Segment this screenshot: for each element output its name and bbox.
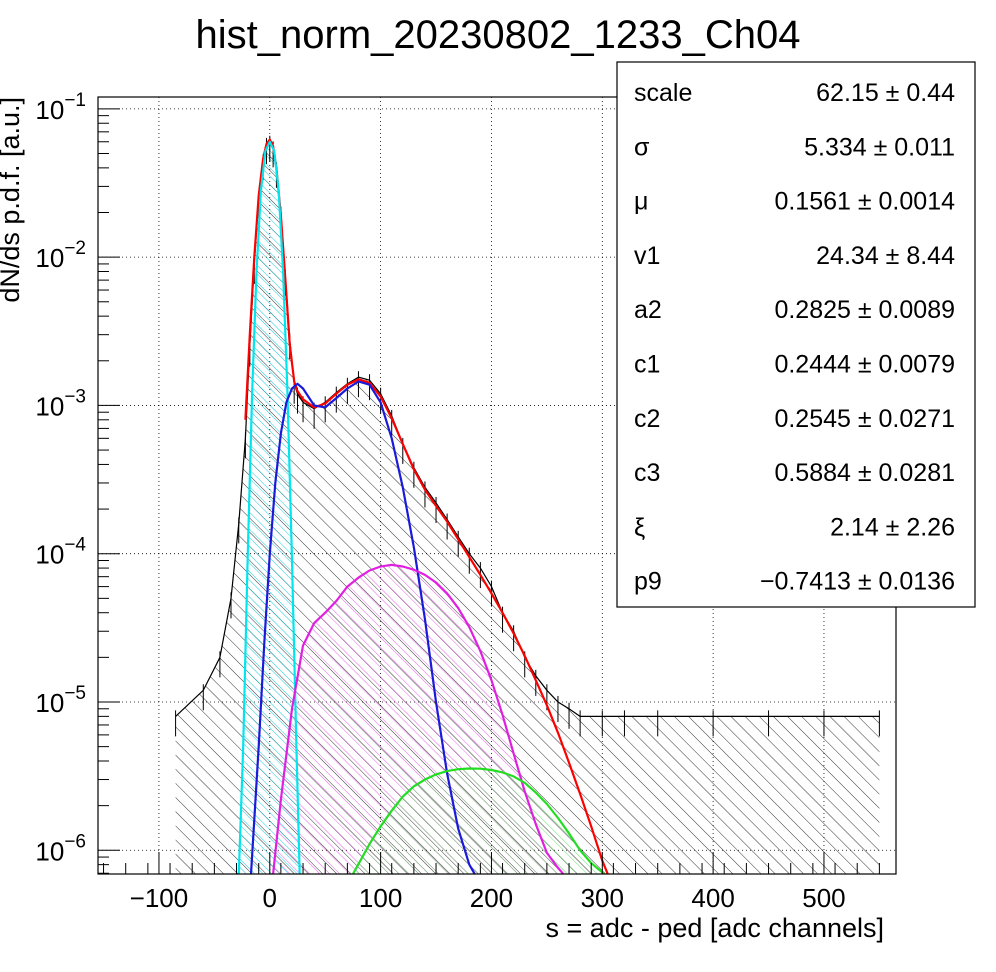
stats-param-value: 0.2444 ± 0.0079 (774, 351, 955, 379)
stats-row: σ 5.334 ± 0.011 (634, 133, 955, 161)
stats-row: ξ 2.14 ± 2.26 (634, 513, 955, 541)
stats-param-value: 0.2825 ± 0.0089 (774, 296, 955, 324)
x-tick-label: 200 (470, 883, 513, 913)
stats-row: c2 0.2545 ± 0.0271 (634, 405, 955, 433)
x-axis-title: s = adc - ped [adc channels] (546, 913, 884, 943)
stats-row: c3 0.5884 ± 0.0281 (634, 459, 955, 487)
stats-row: μ 0.1561 ± 0.0014 (634, 188, 955, 216)
3-p-e-component-fill (353, 768, 605, 874)
y-tick-label: 10−4 (35, 535, 86, 570)
y-tick-label: 10−2 (35, 238, 86, 273)
1-p-e-component-line (249, 380, 476, 874)
x-tick-label: 300 (581, 883, 624, 913)
stats-param-name: c2 (634, 405, 660, 433)
y-tick-label: 10−6 (35, 831, 86, 866)
stats-param-name: μ (634, 188, 648, 216)
stats-param-name: p9 (634, 568, 662, 596)
stats-param-name: v1 (634, 242, 660, 270)
y-tick-label: 10−3 (35, 386, 86, 421)
stats-param-value: 62.15 ± 0.44 (816, 79, 955, 107)
stats-param-value: 0.5884 ± 0.0281 (774, 459, 955, 487)
x-tick-label: 500 (802, 883, 845, 913)
stats-param-value: −0.7413 ± 0.0136 (760, 568, 955, 596)
component-fills (175, 141, 880, 874)
stats-param-name: σ (634, 133, 650, 161)
x-axis: −100 0 100 200 300 400 500 (103, 852, 880, 913)
stats-param-value: 5.334 ± 0.011 (804, 133, 955, 161)
stats-param-name: c3 (634, 459, 660, 487)
stats-box-frame (616, 61, 976, 608)
stats-row: v1 24.34 ± 8.44 (634, 242, 955, 270)
stats-param-name: ξ (634, 513, 645, 541)
3-p-e-component-line (351, 767, 606, 874)
stats-param-value: 2.14 ± 2.26 (830, 513, 955, 541)
stats-param-value: 0.2545 ± 0.0271 (774, 405, 955, 433)
stats-param-name: c1 (634, 351, 660, 379)
stats-param-name: scale (634, 79, 692, 107)
stats-param-value: 24.34 ± 8.44 (816, 242, 955, 270)
y-axis-title: dN/ds p.d.f. [a.u.] (0, 97, 25, 303)
y-tick-label: 10−5 (35, 683, 86, 718)
fit-curves (237, 138, 609, 874)
stats-param-name: a2 (634, 296, 662, 324)
x-tick-label: 400 (691, 883, 734, 913)
pedestal-component-line (237, 140, 301, 874)
stats-param-value: 0.1561 ± 0.0014 (774, 188, 955, 216)
x-tick-label: −100 (130, 883, 189, 913)
y-tick-label: 10−1 (35, 90, 86, 125)
x-tick-label: 100 (359, 883, 402, 913)
2-p-e-component-line (272, 563, 565, 874)
stats-row: c1 0.2444 ± 0.0079 (634, 351, 955, 379)
x-tick-label: 0 (263, 883, 277, 913)
stats-row: a2 0.2825 ± 0.0089 (634, 296, 955, 324)
chart-title: hist_norm_20230802_1233_Ch04 (196, 13, 801, 57)
stats-box: scale 62.15 ± 0.44 σ 5.334 ± 0.011 μ 0.1561 ±… (616, 61, 976, 608)
stats-row: scale 62.15 ± 0.44 (634, 79, 955, 107)
y-axis: 10−1 10−2 10−3 10−4 10−5 10−6 (35, 90, 120, 874)
stats-row: p9 −0.7413 ± 0.0136 (634, 568, 955, 596)
